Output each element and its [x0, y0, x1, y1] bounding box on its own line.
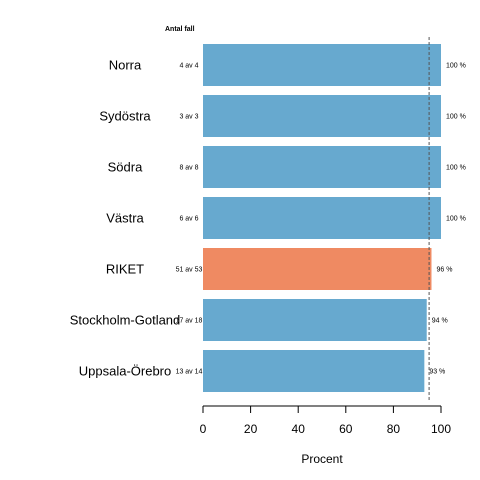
value-label: 94 %	[432, 318, 448, 325]
category-label: Norra	[109, 58, 142, 73]
category-label: Uppsala-Örebro	[79, 364, 172, 379]
x-tick-label: 40	[292, 422, 306, 436]
value-label: 100 %	[446, 165, 466, 172]
value-label: 93 %	[429, 369, 445, 376]
bar-riket	[203, 248, 432, 290]
bar-stockholm-gotland	[203, 299, 427, 341]
bar-norra	[203, 44, 441, 86]
x-tick-label: 20	[244, 422, 258, 436]
count-label: 17 av 18	[176, 318, 203, 325]
bar-sydöstra	[203, 95, 441, 137]
bar-västra	[203, 197, 441, 239]
count-label: 13 av 14	[176, 369, 203, 376]
x-tick-label: 0	[200, 422, 207, 436]
category-label: Sydöstra	[99, 109, 151, 124]
bar-uppsala-örebro	[203, 350, 425, 392]
x-tick-label: 80	[387, 422, 401, 436]
category-label: Stockholm-Gotland	[70, 313, 181, 328]
value-label: 100 %	[446, 216, 466, 223]
value-label: 100 %	[446, 114, 466, 121]
count-header: Antal fall	[165, 26, 195, 33]
x-tick-label: 100	[431, 422, 451, 436]
value-label: 100 %	[446, 63, 466, 70]
count-label: 4 av 4	[179, 63, 198, 70]
x-tick-label: 60	[339, 422, 353, 436]
x-axis: 0 20 40 60 80 100	[200, 405, 451, 436]
x-axis-title: Procent	[301, 452, 343, 466]
count-label: 3 av 3	[179, 114, 198, 121]
bar-södra	[203, 146, 441, 188]
count-label: 6 av 6	[179, 216, 198, 223]
bars-group	[203, 44, 441, 392]
category-label: RIKET	[106, 262, 144, 277]
count-label: 8 av 8	[179, 165, 198, 172]
category-label: Västra	[106, 211, 144, 226]
count-label: 51 av 53	[176, 267, 203, 274]
labels-group: Norra 4 av 4 100 % Sydöstra 3 av 3 100 % Södra…	[70, 58, 466, 379]
value-label: 96 %	[436, 267, 452, 274]
category-label: Södra	[108, 160, 143, 175]
